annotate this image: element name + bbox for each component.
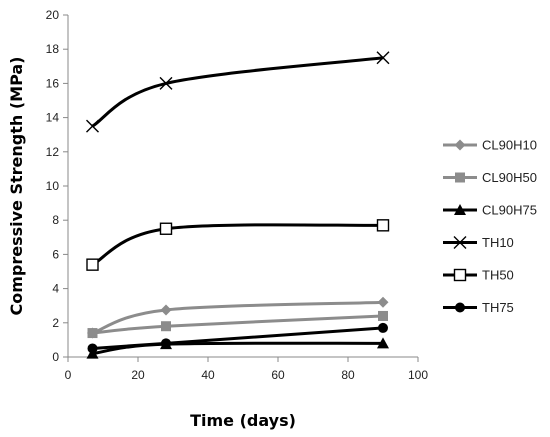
legend-marker (454, 204, 466, 215)
data-point (159, 222, 173, 235)
legend: CL90H10 CL90H50 CL90H75 TH10 TH50 TH75 (443, 138, 537, 315)
legend-label: CL90H50 (482, 170, 537, 185)
legend-marker (453, 268, 467, 282)
data-point (160, 304, 172, 316)
data-point (376, 51, 390, 65)
legend-item: CL90H75 (443, 203, 537, 218)
series-cl90h75 (86, 337, 389, 359)
legend-label: CL90H10 (482, 138, 537, 153)
series-line (91, 223, 384, 267)
legend-item: TH75 (443, 300, 514, 315)
y-tick-label: 20 (46, 8, 60, 22)
series-th75 (87, 322, 388, 354)
legend-label: TH75 (482, 300, 514, 315)
series-cl90h50 (87, 310, 388, 339)
data-point (87, 343, 98, 354)
legend-marker (455, 172, 465, 183)
legend-item: CL90H10 (443, 138, 537, 153)
series-line (92, 326, 384, 350)
data-point (87, 328, 98, 339)
x-tick-label: 0 (65, 368, 72, 382)
data-point (377, 337, 389, 349)
data-point (378, 322, 388, 333)
x-tick-label: 80 (341, 368, 355, 382)
series-th10 (86, 51, 390, 133)
series-th50 (86, 219, 390, 271)
legend-item: TH50 (443, 268, 514, 283)
y-tick-label: 0 (52, 350, 59, 364)
legend-label: TH10 (482, 235, 514, 250)
x-tick-label: 100 (408, 368, 428, 382)
y-tick-label: 10 (46, 179, 60, 193)
data-point (86, 258, 99, 271)
y-tick-label: 8 (52, 213, 59, 227)
legend-item: TH10 (443, 235, 514, 250)
data-point (161, 321, 171, 332)
y-tick-label: 14 (46, 111, 60, 125)
y-ticks: 0 2 4 6 8 10 12 14 16 18 20 (46, 8, 68, 364)
y-tick-label: 18 (46, 42, 60, 56)
series-line (92, 341, 384, 356)
data-point (378, 310, 388, 321)
x-ticks: 0 20 40 60 80 100 (65, 357, 428, 382)
legend-marker (453, 236, 467, 249)
series-layer (86, 51, 390, 359)
legend-label: CL90H75 (482, 203, 537, 218)
data-point (161, 338, 171, 349)
y-tick-label: 12 (46, 145, 60, 159)
y-tick-label: 2 (52, 316, 59, 330)
legend-marker (455, 302, 465, 313)
legend-marker (454, 139, 466, 151)
x-tick-label: 60 (271, 368, 285, 382)
x-axis-title: Time (days) (190, 411, 296, 430)
series-line (91, 300, 384, 335)
series-line (92, 314, 384, 335)
x-tick-label: 40 (201, 368, 215, 382)
data-point (159, 76, 173, 90)
y-tick-label: 16 (46, 76, 60, 90)
y-tick-label: 4 (52, 282, 59, 296)
data-point (86, 119, 99, 133)
data-point (377, 296, 389, 308)
legend-label: TH50 (482, 268, 514, 283)
data-point (376, 219, 390, 232)
y-tick-label: 6 (52, 247, 59, 261)
y-axis-title: Compressive Strength (MPa) (7, 57, 26, 316)
x-tick-label: 20 (131, 368, 145, 382)
legend-item: CL90H50 (443, 170, 537, 185)
series-line (91, 56, 384, 128)
